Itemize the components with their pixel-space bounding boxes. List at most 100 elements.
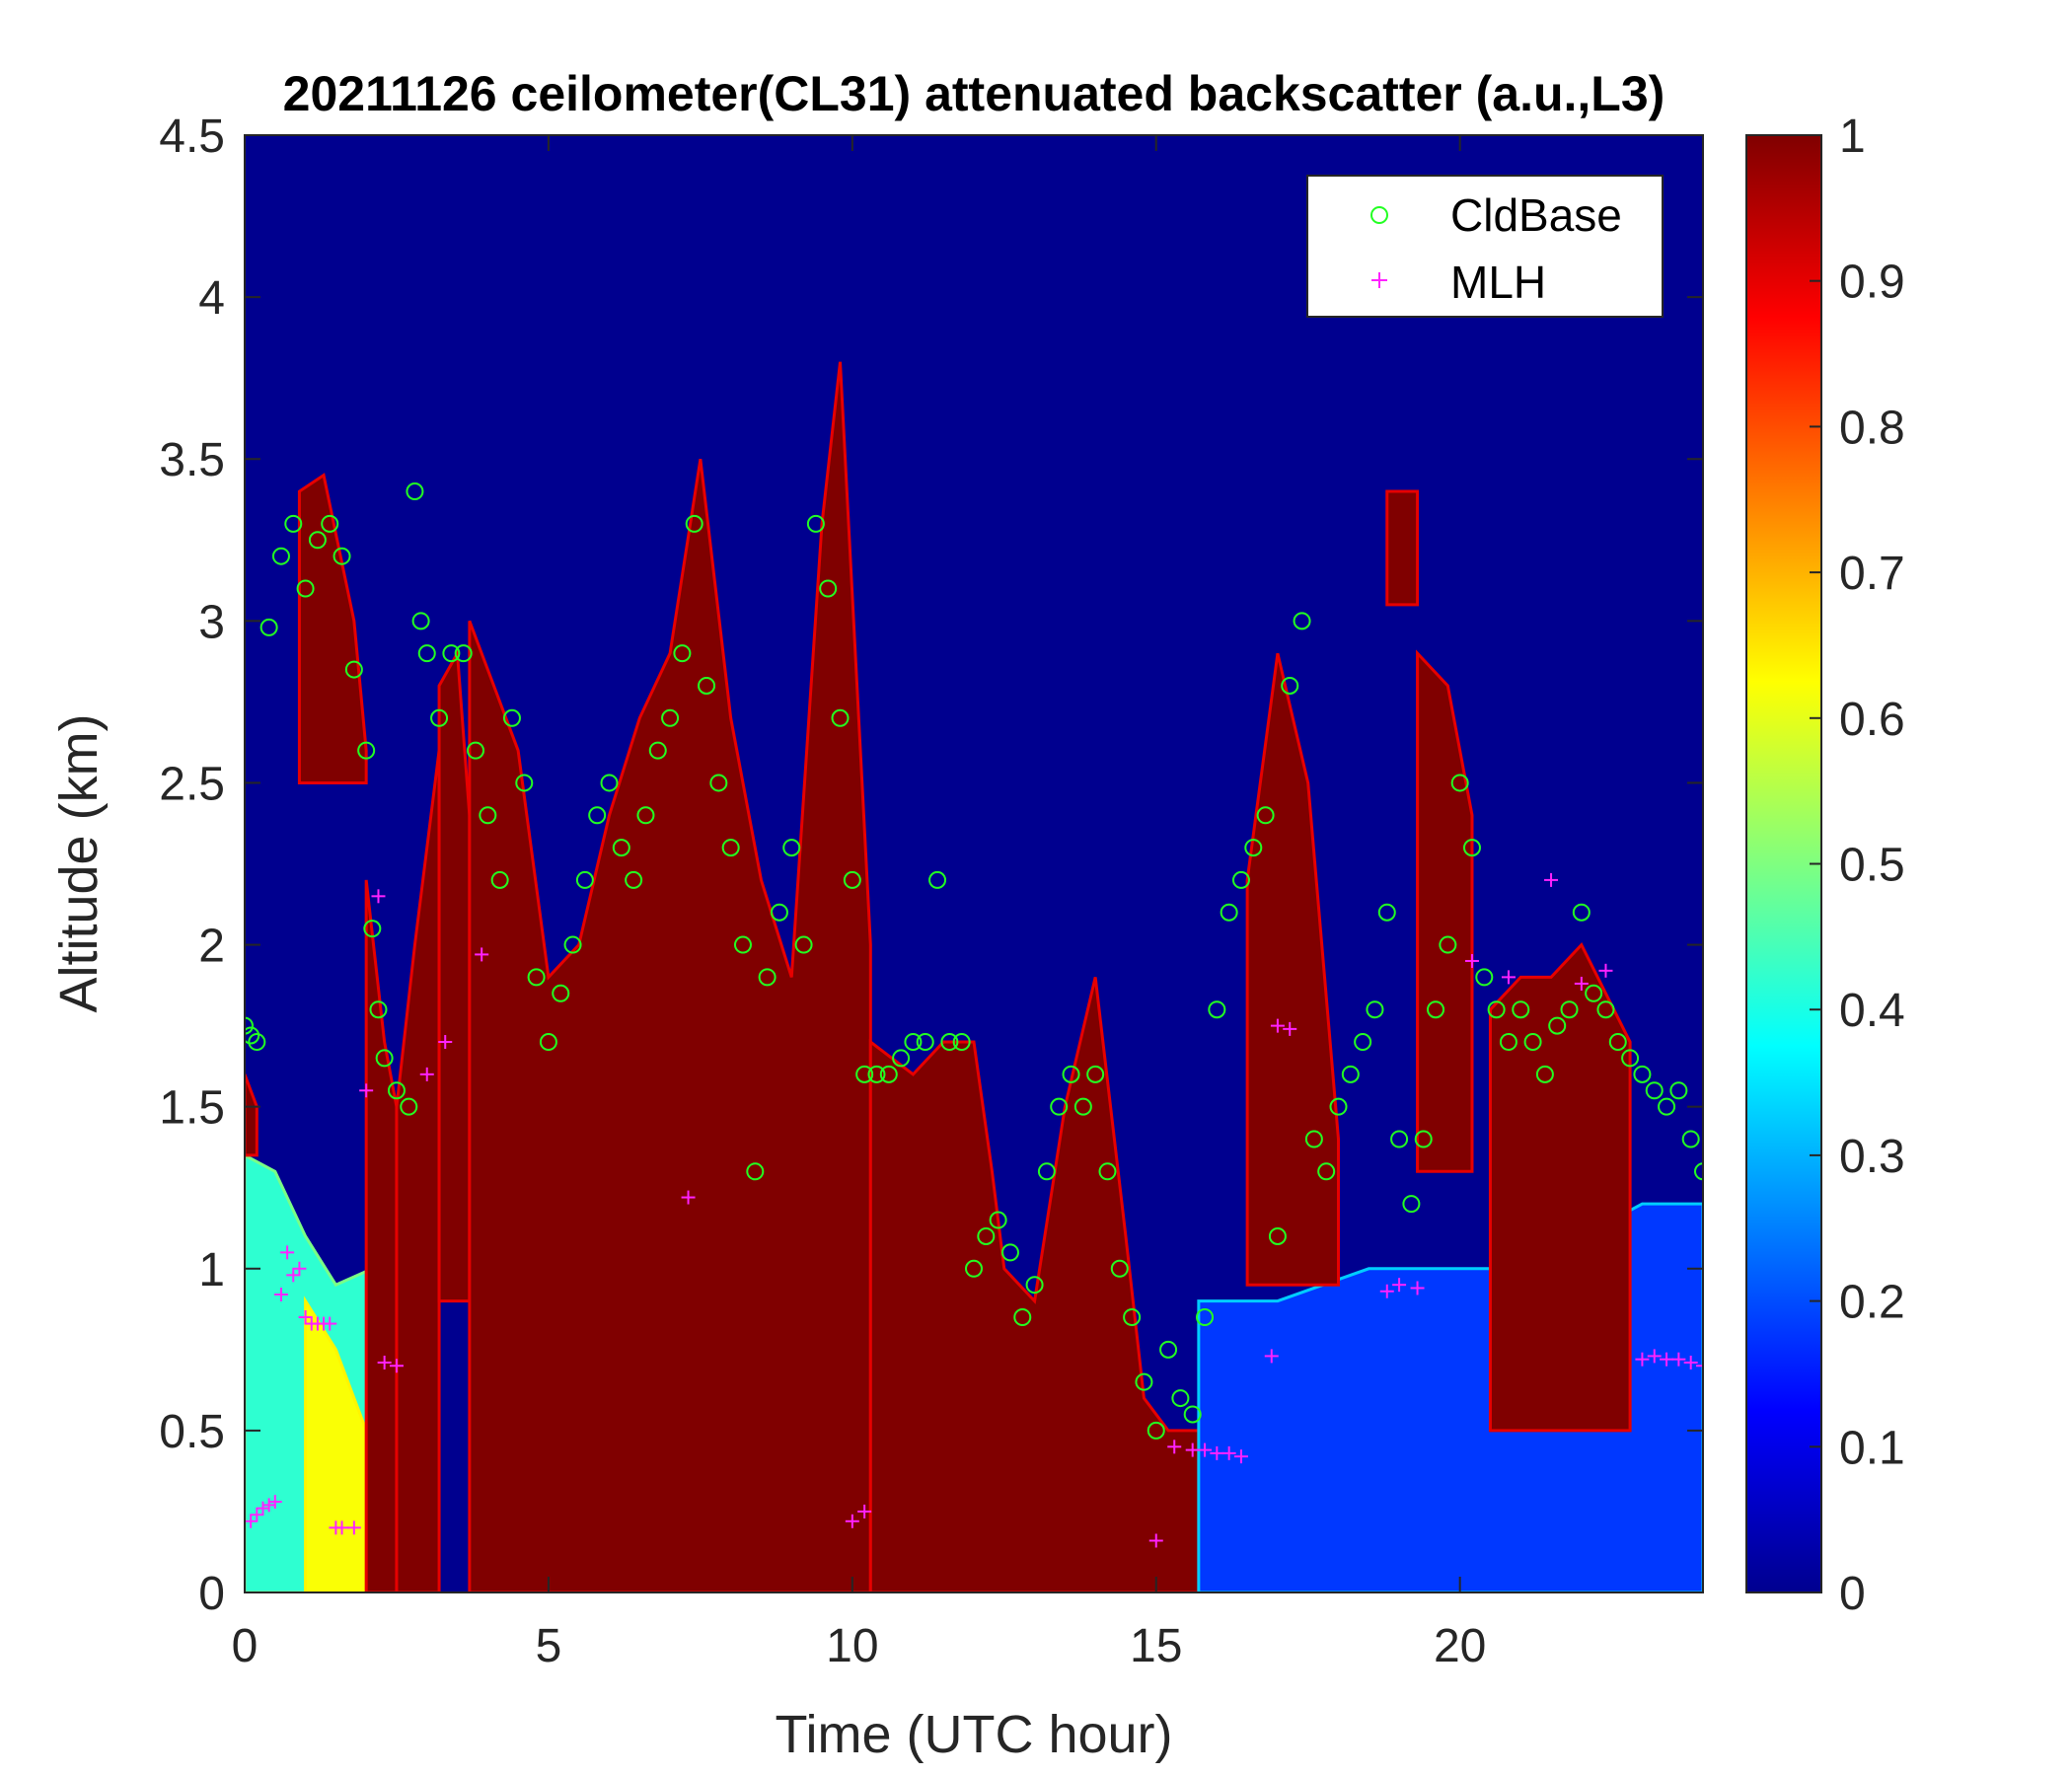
mlh-point: [1683, 1355, 1698, 1369]
cldbase-point: [479, 806, 497, 825]
cldbase-point: [1377, 903, 1396, 922]
y-axis: 0 0.5 1 1.5 2 2.5 3 3.5 4 4.5: [159, 111, 1703, 1620]
cldbase-point: [1281, 676, 1299, 695]
cldbase-point: [989, 1211, 1007, 1229]
mlh-point: [1221, 1445, 1236, 1460]
colorbar-tick-label: 0.1: [1839, 1422, 1905, 1474]
cldbase-point: [721, 839, 740, 857]
cldbase-point: [1439, 935, 1457, 954]
cldbase-point: [1608, 1033, 1627, 1052]
backscatter-region: [297, 473, 368, 784]
cldbase-point: [1694, 1162, 1703, 1181]
mlh-point: [1283, 1021, 1297, 1036]
cldbase-point: [843, 870, 861, 889]
mlh-point: [1544, 872, 1559, 887]
cldbase-point: [1366, 1000, 1384, 1019]
cldbase-point: [1086, 1065, 1105, 1083]
backscatter-region: [1416, 649, 1474, 1173]
colorbar-tick-label: 0.9: [1839, 257, 1905, 309]
cldbase-point: [1098, 1162, 1117, 1181]
cldbase-point: [284, 514, 303, 533]
cldbase-point: [321, 514, 339, 533]
legend-box: [1306, 175, 1664, 318]
mlh-point: [1270, 1018, 1285, 1033]
backscatter-region: [1385, 489, 1420, 607]
cldbase-point: [490, 870, 509, 889]
colorbar-tick-label: 1: [1839, 111, 1866, 163]
mlh-point: [1410, 1281, 1425, 1295]
cldbase-series: [245, 482, 1703, 1440]
mlh-point: [1148, 1533, 1163, 1548]
cldbase-point: [977, 1226, 996, 1245]
cldbase-point: [502, 708, 521, 727]
cldbase-point: [259, 618, 278, 636]
mlh-point: [1574, 976, 1589, 991]
mlh-point: [1647, 1349, 1662, 1364]
cldbase-point: [1499, 1033, 1517, 1052]
cldbase-point: [673, 644, 692, 663]
mlh-series: [245, 872, 1703, 1548]
mlh-point: [377, 1355, 392, 1369]
mlh-point: [267, 1495, 282, 1510]
backscatter-region: [395, 750, 441, 1592]
cldbase-point: [636, 806, 655, 825]
backscatter-region: [304, 1295, 368, 1592]
cldbase-point: [1073, 1097, 1092, 1116]
cldbase-point: [467, 741, 485, 760]
cldbase-point: [1427, 1000, 1445, 1019]
cldbase-point: [406, 482, 424, 501]
x-tick-label: 0: [232, 1620, 259, 1672]
cldbase-point: [245, 1026, 260, 1045]
cldbase-point: [916, 1033, 934, 1052]
cldbase-point: [892, 1049, 911, 1068]
cldbase-point: [527, 968, 546, 987]
cldbase-point: [1633, 1065, 1652, 1083]
cldbase-point: [661, 708, 680, 727]
cldbase-point: [1304, 1130, 1323, 1148]
cldbase-point: [1512, 1000, 1530, 1019]
legend-cldbase-label: CldBase: [1450, 189, 1622, 241]
cldbase-point: [1402, 1195, 1421, 1214]
mlh-point: [273, 1288, 288, 1302]
colorbar-tick-label: 0.8: [1839, 402, 1905, 454]
y-tick-label: 0.5: [159, 1406, 225, 1458]
mlh-point: [256, 1501, 270, 1516]
cldbase-point: [1658, 1097, 1676, 1116]
mlh-point: [1210, 1445, 1224, 1460]
backscatter-region: [1245, 652, 1340, 1287]
y-tick-label: 3.5: [159, 434, 225, 486]
cldbase-point: [400, 1097, 418, 1116]
y-tick-label: 2.5: [159, 758, 225, 810]
cldbase-point: [1293, 612, 1311, 630]
cldbase-point: [782, 839, 801, 857]
cldbase-point: [369, 1000, 388, 1019]
cldbase-point: [552, 984, 570, 1002]
mlh-point: [292, 1261, 307, 1276]
cldbase-point: [1475, 968, 1494, 987]
cldbase-point: [1341, 1065, 1360, 1083]
cldbase-point: [1487, 1000, 1506, 1019]
cldbase-point: [1681, 1130, 1700, 1148]
x-tick-label: 10: [826, 1620, 878, 1672]
cldbase-point: [770, 903, 788, 922]
mlh-point: [419, 1067, 434, 1081]
cldbase-point: [296, 579, 315, 598]
mlh-point: [1379, 1284, 1394, 1298]
mlh-point: [1501, 970, 1516, 985]
cldbase-point: [563, 935, 582, 954]
cldbase-point: [1208, 1000, 1226, 1019]
cldbase-point: [698, 676, 716, 695]
cldbase-point: [375, 1049, 394, 1068]
cldbase-point: [1414, 1130, 1433, 1148]
cldbase-point: [1013, 1308, 1032, 1327]
cldbase-point: [746, 1162, 765, 1181]
mlh-point: [245, 1514, 259, 1528]
cldbase-point: [1462, 839, 1481, 857]
cldbase-point: [363, 920, 382, 938]
colorbar-tick-label: 0.6: [1839, 694, 1905, 746]
cldbase-point: [245, 1016, 254, 1035]
mlh-point: [334, 1520, 349, 1535]
cldbase-point: [1062, 1065, 1080, 1083]
cldbase-point: [1523, 1033, 1542, 1052]
